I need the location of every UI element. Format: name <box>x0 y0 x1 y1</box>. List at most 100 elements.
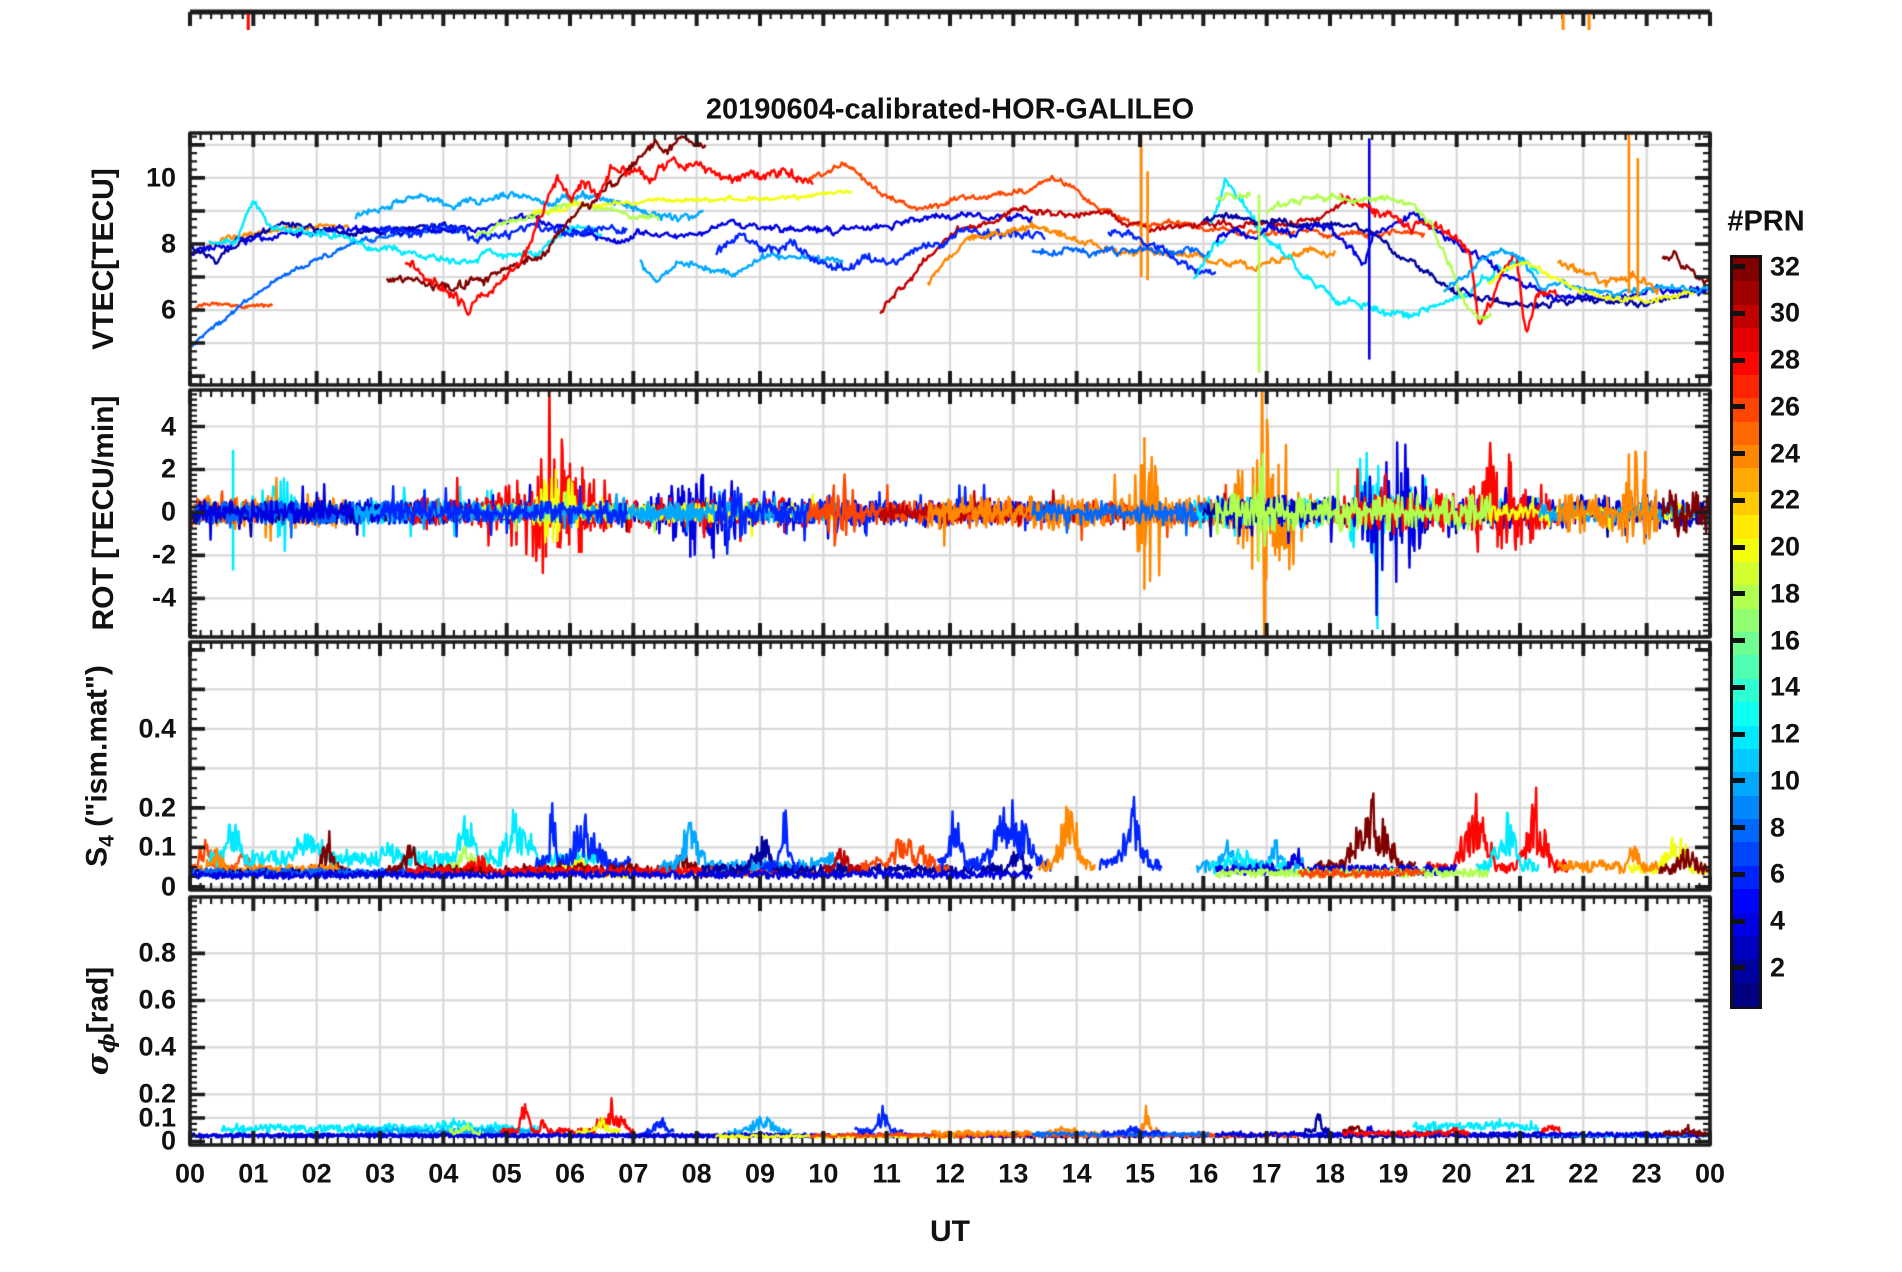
y-tick-label: 0.2 <box>138 792 176 823</box>
colorbar-cell <box>1733 608 1759 633</box>
colorbar-tick-mark <box>1730 357 1745 363</box>
y-tick-label: -4 <box>151 582 176 613</box>
colorbar-tick-label: 30 <box>1770 297 1801 328</box>
colorbar-cell <box>1733 912 1759 937</box>
x-tick-label: 01 <box>238 1158 269 1189</box>
x-tick-label: 03 <box>364 1158 396 1189</box>
y-tick-label: 0.1 <box>138 831 176 862</box>
colorbar-cell <box>1733 398 1759 423</box>
colorbar-tick-mark <box>1730 825 1745 831</box>
y-axis-label-part: ϕ <box>94 1033 120 1054</box>
y-tick-label: -2 <box>151 539 176 570</box>
colorbar-tick-mark <box>1730 544 1745 550</box>
x-axis-label: UT <box>930 1215 970 1248</box>
colorbar-tick-mark <box>1730 404 1745 410</box>
colorbar <box>1730 255 1762 1009</box>
x-tick-label: 00 <box>174 1158 206 1189</box>
y-tick-label: 0.1 <box>138 1102 176 1133</box>
colorbar-cell <box>1733 374 1759 399</box>
colorbar-tick-mark <box>1730 684 1745 690</box>
colorbar-cell <box>1733 561 1759 586</box>
colorbar-cell <box>1733 468 1759 493</box>
y-tick-label: 10 <box>145 162 176 193</box>
x-tick-label: 11 <box>872 1158 901 1189</box>
colorbar-cell <box>1733 702 1759 726</box>
y-axis-label-part: S <box>80 846 114 867</box>
y-tick-label: 0.2 <box>138 1078 176 1109</box>
x-tick-label: 16 <box>1188 1158 1219 1189</box>
colorbar-tick-mark <box>1730 731 1745 737</box>
colorbar-tick-mark <box>1730 591 1745 597</box>
colorbar-tick-mark <box>1730 918 1745 924</box>
x-tick-label: 15 <box>1124 1158 1156 1189</box>
colorbar-tick-mark <box>1730 638 1745 644</box>
x-tick-label: 18 <box>1314 1158 1346 1189</box>
x-tick-label: 09 <box>744 1158 776 1189</box>
x-tick-label: 04 <box>428 1158 459 1189</box>
colorbar-tick-mark <box>1730 778 1745 784</box>
colorbar-tick-label: 4 <box>1770 905 1786 936</box>
y-tick-label: 8 <box>160 228 176 259</box>
y-axis-label-part: 4 <box>95 835 119 847</box>
colorbar-cell <box>1733 258 1759 282</box>
colorbar-cell <box>1733 281 1759 306</box>
y-axis-label-part: [rad] <box>81 966 115 1034</box>
y-tick-label: 0 <box>160 871 176 902</box>
y-axis-label-rot: ROT [TECU/min] <box>87 396 121 631</box>
y-tick-label: 4 <box>160 411 176 441</box>
x-tick-label: 22 <box>1568 1158 1599 1189</box>
y-axis-label-part: VTEC[TECU] <box>87 168 120 350</box>
colorbar-tick-label: 26 <box>1770 391 1801 422</box>
x-tick-label: 06 <box>554 1158 586 1189</box>
colorbar-tick-label: 16 <box>1770 625 1801 656</box>
colorbar-tick-mark <box>1730 965 1745 971</box>
colorbar-cell <box>1733 304 1759 329</box>
y-axis-label-part: ROT [TECU/min] <box>87 395 120 631</box>
colorbar-cell <box>1733 795 1759 820</box>
x-tick-label: 08 <box>681 1158 712 1189</box>
x-tick-label: 07 <box>618 1158 649 1189</box>
x-tick-label: 14 <box>1061 1158 1092 1189</box>
colorbar-cell <box>1733 585 1759 610</box>
colorbar-cell <box>1733 889 1759 913</box>
y-axis-label-part: ("ism.mat") <box>80 665 114 836</box>
colorbar-tick-label: 24 <box>1770 438 1801 469</box>
y-tick-label: 6 <box>160 294 176 325</box>
y-tick-label: 0.6 <box>138 984 176 1015</box>
y-tick-label: 2 <box>160 453 176 484</box>
y-tick-label: 0 <box>160 496 176 527</box>
colorbar-cell <box>1733 959 1759 984</box>
colorbar-tick-label: 20 <box>1770 531 1801 562</box>
colorbar-cell <box>1733 865 1759 890</box>
colorbar-tick-label: 14 <box>1770 671 1801 702</box>
colorbar-tick-label: 10 <box>1770 765 1801 796</box>
colorbar-cell <box>1733 632 1759 656</box>
colorbar-cell <box>1733 842 1759 867</box>
colorbar-tick-label: 18 <box>1770 578 1801 609</box>
colorbar-cell <box>1733 819 1759 843</box>
colorbar-tick-mark <box>1730 264 1745 270</box>
x-tick-label: 05 <box>491 1158 522 1189</box>
x-tick-label: 20 <box>1441 1158 1472 1189</box>
x-tick-label: 21 <box>1504 1158 1536 1189</box>
colorbar-cell <box>1733 351 1759 376</box>
colorbar-cell <box>1733 538 1759 563</box>
colorbar-cell <box>1733 725 1759 750</box>
x-tick-label: 10 <box>808 1158 839 1189</box>
colorbar-cell <box>1733 935 1759 960</box>
x-tick-label: 12 <box>934 1158 966 1189</box>
x-tick-label: 02 <box>301 1158 332 1189</box>
colorbar-tick-label: 6 <box>1770 858 1786 889</box>
colorbar-tick-label: 22 <box>1770 484 1801 515</box>
colorbar-tick-mark <box>1730 497 1745 503</box>
colorbar-cell <box>1733 678 1759 703</box>
colorbar-tick-label: 8 <box>1770 812 1786 843</box>
y-tick-label: 0.4 <box>138 713 176 744</box>
x-tick-label: 13 <box>998 1158 1029 1189</box>
colorbar-tick-mark <box>1730 451 1745 457</box>
y-axis-label-sigma: σϕ[rad] <box>81 967 120 1076</box>
y-tick-label: 0.4 <box>138 1031 176 1062</box>
y-axis-label-vtec: VTEC[TECU] <box>87 168 121 350</box>
